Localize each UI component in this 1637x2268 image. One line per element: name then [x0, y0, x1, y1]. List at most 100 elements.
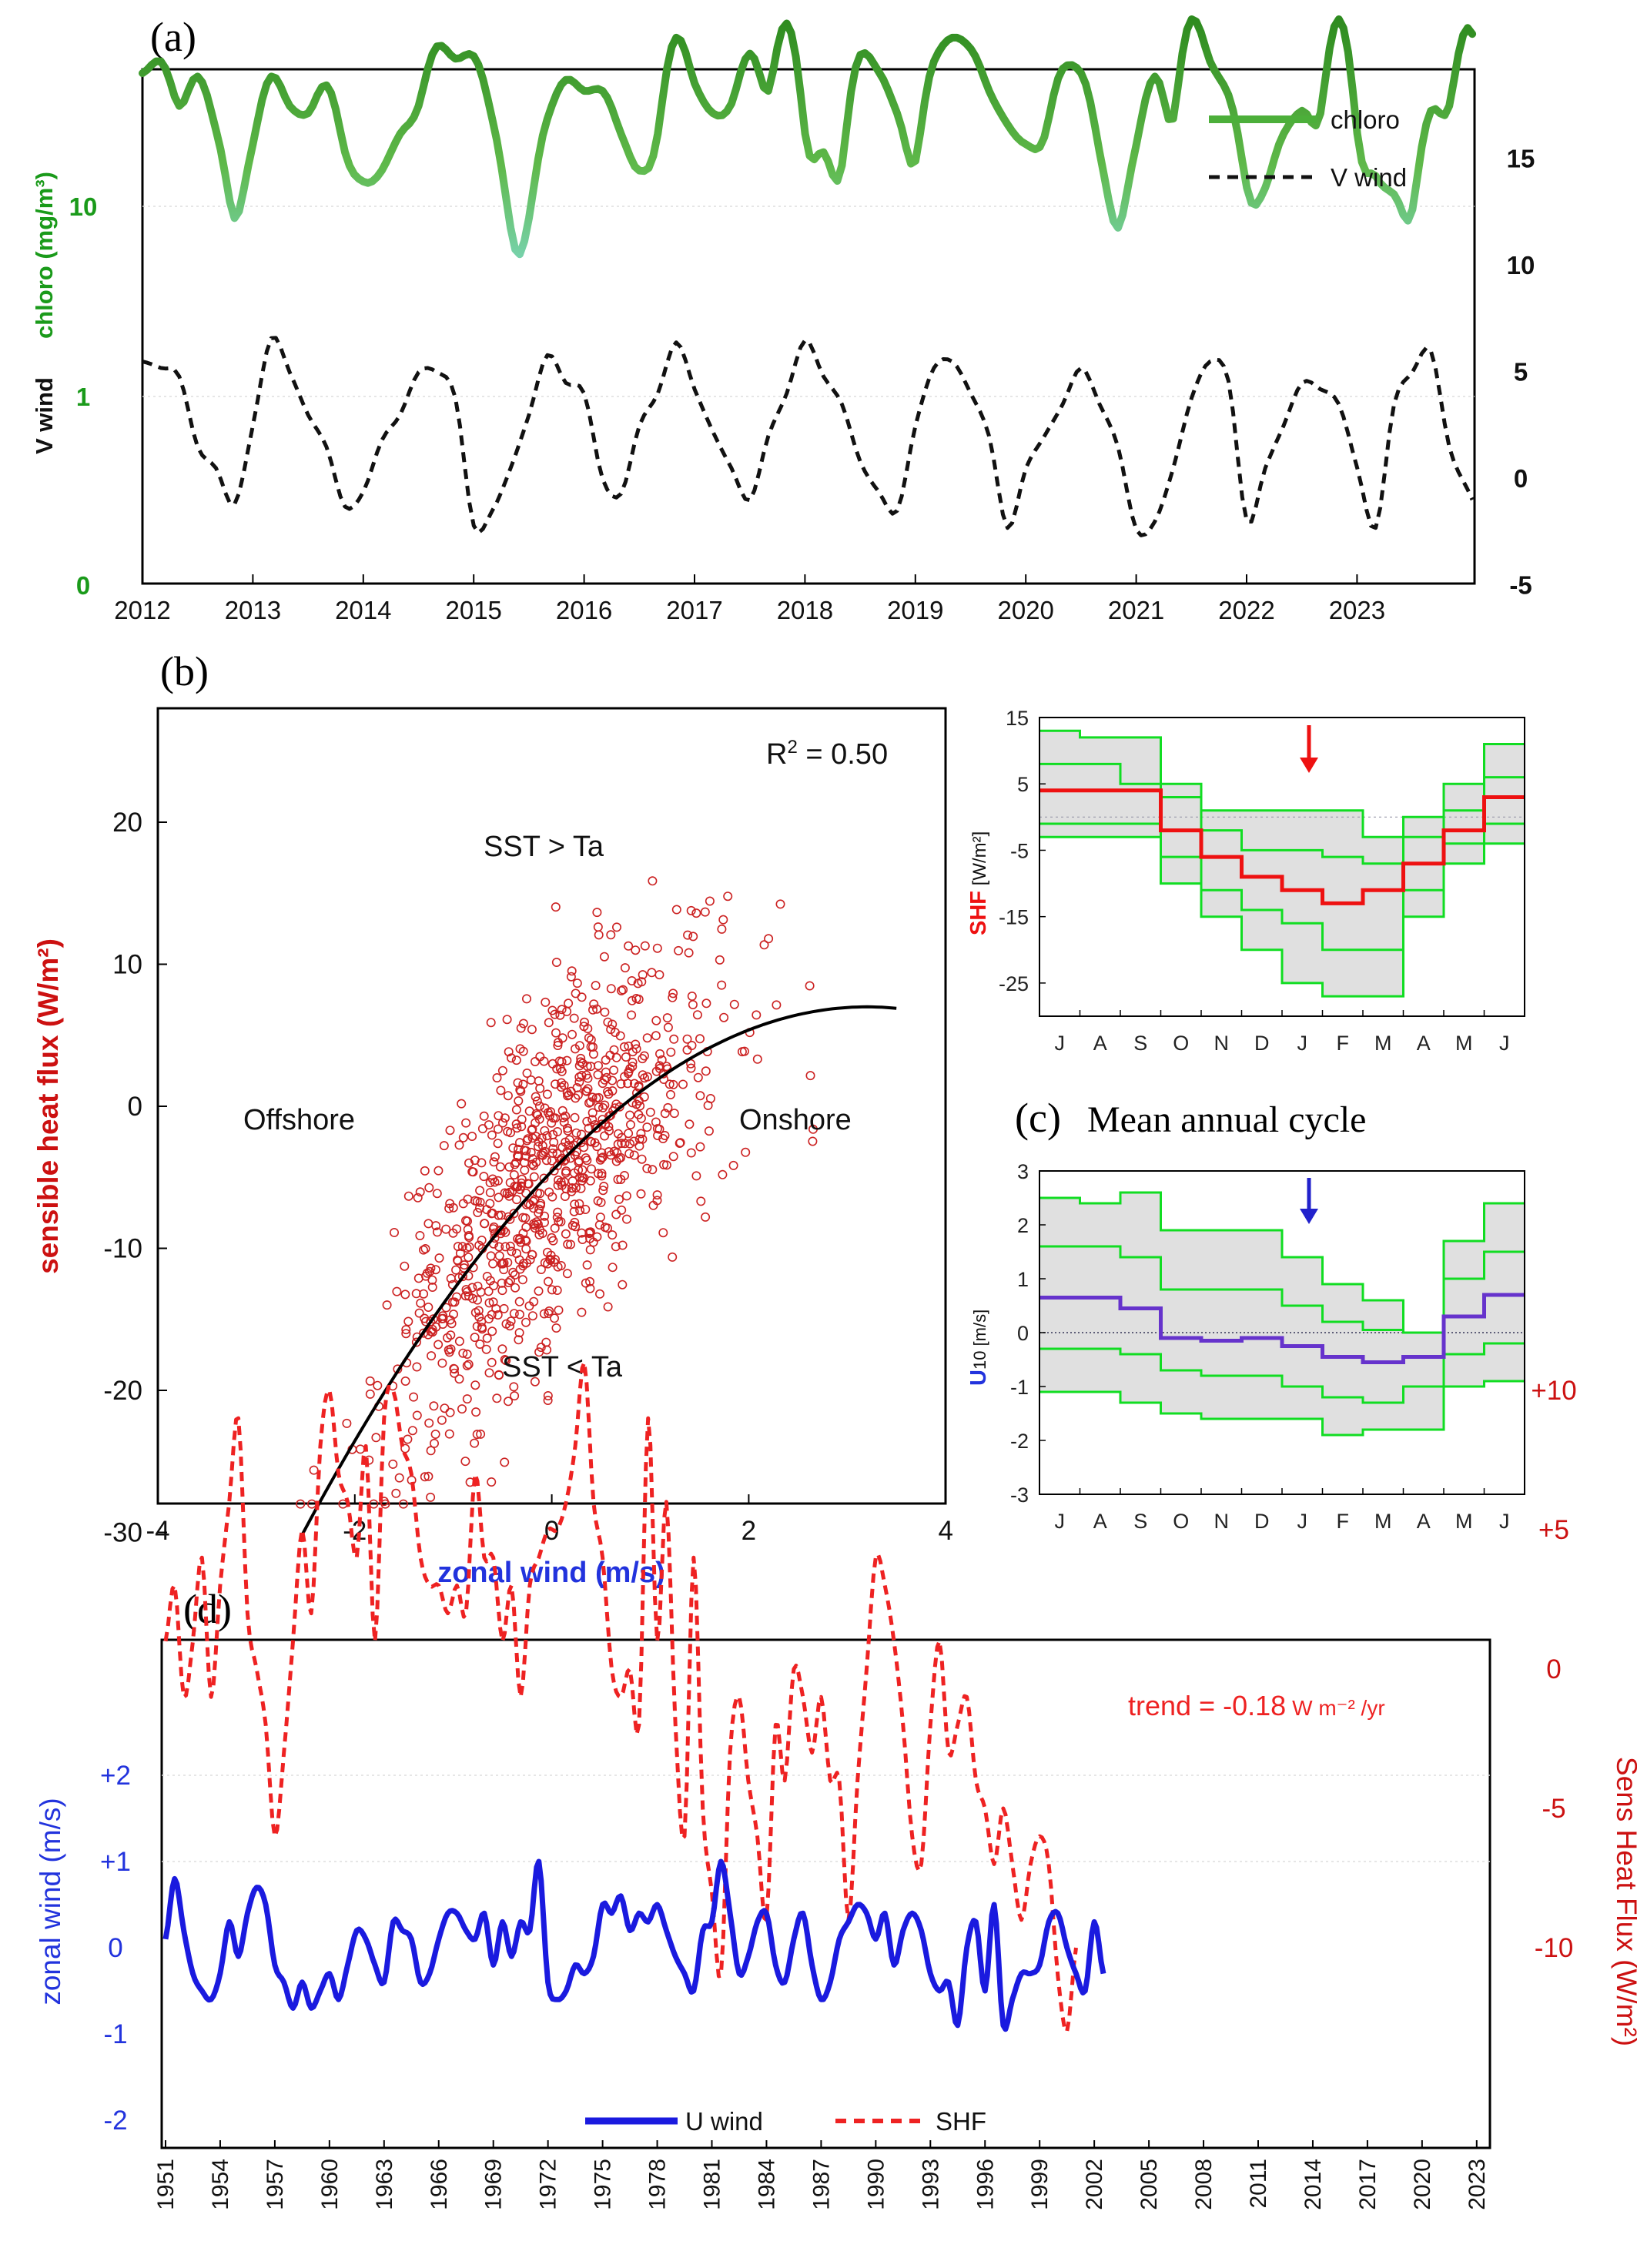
scatter-point	[574, 1061, 584, 1071]
scatter-point	[567, 1183, 577, 1193]
scatter-point	[576, 1183, 586, 1193]
scatter-point	[636, 1129, 646, 1139]
scatter-point	[588, 1115, 598, 1125]
scatter-point	[422, 1268, 432, 1278]
u10-month-10: M	[1455, 1510, 1473, 1533]
scatter-point	[570, 1112, 580, 1122]
scatter-point	[485, 1188, 495, 1198]
shf-units-label: [W/m²]	[969, 831, 990, 891]
scatter-point	[624, 1129, 634, 1139]
scatter-point	[570, 1044, 580, 1054]
scatter-point	[547, 1118, 557, 1128]
scatter-point	[462, 1360, 472, 1370]
scatter-point	[556, 1261, 566, 1271]
scatter-point	[693, 1072, 703, 1082]
u10-month-4: N	[1214, 1510, 1230, 1533]
scatter-point	[688, 932, 698, 942]
scatter-point	[695, 1034, 705, 1044]
scatter-point	[457, 1099, 467, 1109]
scatter-point	[457, 1404, 467, 1414]
u10-u-label: U	[966, 1370, 991, 1386]
shf-month-1: A	[1093, 1032, 1107, 1055]
scatter-point	[671, 905, 681, 915]
d-left-tick-1: +1	[100, 1847, 131, 1877]
panel-d-frame	[160, 1638, 1491, 2149]
scatter-point	[514, 1328, 524, 1338]
scatter-point	[497, 1344, 507, 1354]
d-left-tick-0: +2	[100, 1761, 131, 1791]
scatter-point	[449, 1364, 459, 1374]
shf-ylabel-2: -5	[1010, 839, 1029, 862]
scatter-point	[592, 1232, 602, 1242]
shf-month-8: M	[1374, 1032, 1392, 1055]
u10-month-5: D	[1254, 1510, 1270, 1533]
scatter-point	[401, 1329, 411, 1339]
scatter-point	[752, 1054, 762, 1064]
scatter-point	[668, 1152, 678, 1162]
scatter-point	[741, 1147, 751, 1157]
scatter-point	[419, 1328, 429, 1338]
scatter-point	[572, 978, 582, 988]
panel-c-label: (c)	[1015, 1095, 1061, 1141]
scatter-point	[614, 1194, 624, 1204]
scatter-point	[522, 1136, 532, 1146]
scatter-point	[514, 1096, 524, 1106]
scatter-point	[467, 1167, 477, 1177]
scatter-point	[501, 1356, 511, 1366]
b-ylabel-1: 10	[112, 950, 142, 980]
d-xlabel-2020: 2020	[1410, 2159, 1435, 2210]
scatter-point	[493, 1124, 503, 1134]
scatter-point	[461, 1118, 471, 1128]
annot-sst-lt-ta: SST < Ta	[502, 1351, 623, 1383]
annot-onshore: Onshore	[739, 1104, 852, 1136]
left-tick-1: 1	[76, 383, 90, 411]
scatter-point	[503, 1091, 513, 1101]
scatter-point	[666, 1047, 676, 1057]
scatter-point	[518, 1213, 528, 1223]
scatter-point	[551, 902, 561, 912]
scatter-point	[561, 1111, 571, 1121]
x-label-2022: 2022	[1218, 596, 1274, 624]
scatter-point	[775, 899, 785, 909]
shf-month-0: J	[1055, 1032, 1066, 1055]
scatter-point	[423, 1303, 434, 1313]
scatter-point	[500, 1355, 510, 1365]
scatter-point	[696, 1196, 706, 1206]
scatter-point	[373, 1380, 383, 1390]
u10-ylabel-4: -1	[1010, 1376, 1029, 1399]
scatter-point	[625, 1064, 635, 1074]
scatter-point	[463, 1194, 473, 1204]
scatter-point	[584, 1276, 594, 1286]
scatter-point	[705, 896, 715, 906]
scatter-point	[611, 1052, 621, 1062]
u10-ylabel-6: -3	[1010, 1484, 1029, 1507]
scatter-point	[611, 1156, 621, 1166]
scatter-point	[645, 1107, 655, 1117]
scatter-point	[599, 1182, 609, 1192]
scatter-point	[628, 1062, 638, 1072]
scatter-point	[500, 1457, 510, 1467]
scatter-point	[342, 1418, 352, 1428]
scatter-point	[628, 1058, 638, 1068]
scatter-point	[687, 1041, 697, 1051]
scatter-point	[701, 1066, 711, 1076]
scatter-point	[547, 1156, 557, 1166]
scatter-point	[686, 1148, 696, 1158]
scatter-point	[515, 1185, 525, 1195]
scatter-point	[665, 1089, 675, 1099]
scatter-point	[454, 1140, 464, 1150]
scatter-point	[609, 1065, 619, 1075]
b-ylabel-0: 20	[112, 808, 142, 838]
scatter-point	[432, 1227, 442, 1237]
scatter-point	[416, 1298, 426, 1308]
shf-month-2: S	[1133, 1032, 1147, 1055]
scatter-point	[537, 1133, 547, 1143]
scatter-point	[562, 1269, 572, 1279]
scatter-point	[444, 1429, 454, 1439]
scatter-point	[611, 922, 621, 932]
scatter-point	[579, 1022, 589, 1032]
scatter-point	[608, 1086, 618, 1096]
scatter-point	[567, 1186, 577, 1196]
scatter-point	[567, 1029, 577, 1039]
